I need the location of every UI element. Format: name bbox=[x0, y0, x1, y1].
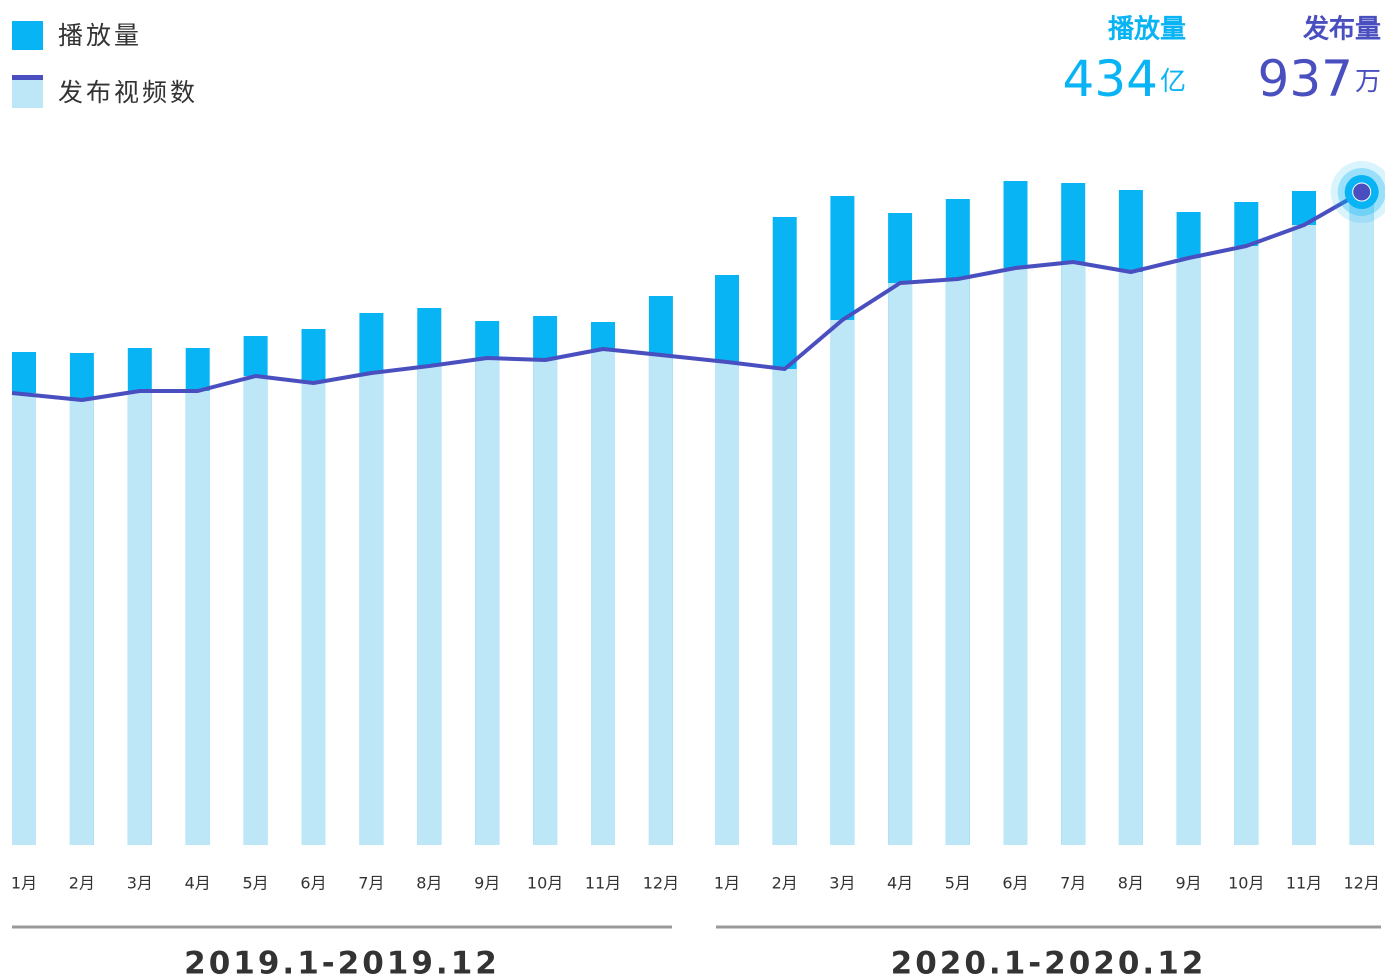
publish-bar bbox=[12, 393, 36, 845]
legend-label: 发布视频数 bbox=[58, 78, 198, 107]
legend-label: 播放量 bbox=[58, 21, 142, 50]
period-label: 2020.1-2020.12 bbox=[891, 946, 1207, 980]
publish-bar bbox=[1003, 268, 1028, 845]
x-tick-label: 3月 bbox=[127, 874, 153, 893]
publish-bar bbox=[648, 355, 673, 845]
x-tick-label: 4月 bbox=[185, 874, 211, 893]
publish-bar bbox=[533, 360, 558, 845]
x-tick-label: 10月 bbox=[527, 874, 563, 893]
x-tick-label: 12月 bbox=[1344, 874, 1380, 893]
publish-bar bbox=[945, 279, 970, 845]
publish-bar bbox=[1118, 272, 1143, 845]
publish-line bbox=[11, 190, 1363, 402]
x-tick-label: 11月 bbox=[585, 874, 621, 893]
period-label: 2019.1-2019.12 bbox=[184, 946, 500, 980]
publish-bar bbox=[475, 358, 500, 845]
x-tick-label: 11月 bbox=[1286, 874, 1322, 893]
stat-label: 播放量 bbox=[1108, 14, 1186, 45]
x-tick-label: 3月 bbox=[829, 874, 855, 893]
x-tick-label: 6月 bbox=[1002, 874, 1028, 893]
publish-bar bbox=[1292, 225, 1316, 845]
publish-bar bbox=[185, 391, 210, 845]
x-tick-label: 10月 bbox=[1228, 874, 1264, 893]
stat-value: 937万 bbox=[1258, 50, 1381, 108]
publish-bar bbox=[591, 349, 615, 845]
legend-swatch bbox=[12, 21, 43, 50]
x-tick-label: 1月 bbox=[714, 874, 740, 893]
publish-bar bbox=[417, 366, 442, 845]
x-tick-label: 2月 bbox=[69, 874, 95, 893]
x-tick-label: 4月 bbox=[887, 874, 913, 893]
publish-bar bbox=[301, 383, 326, 845]
x-tick-label: 7月 bbox=[1060, 874, 1086, 893]
x-tick-label: 6月 bbox=[300, 874, 326, 893]
publish-bar bbox=[715, 362, 739, 845]
publish-bar bbox=[772, 369, 797, 845]
x-tick-label: 12月 bbox=[643, 874, 679, 893]
x-tick-label: 7月 bbox=[358, 874, 384, 893]
x-tick-label: 5月 bbox=[243, 874, 269, 893]
x-tick-label: 2月 bbox=[772, 874, 798, 893]
x-tick-label: 9月 bbox=[474, 874, 500, 893]
publish-bar bbox=[1061, 262, 1086, 845]
publish-bar bbox=[1234, 246, 1259, 845]
x-tick-label: 5月 bbox=[945, 874, 971, 893]
x-tick-label: 8月 bbox=[1118, 874, 1144, 893]
x-tick-label: 8月 bbox=[416, 874, 442, 893]
publish-bar bbox=[830, 320, 855, 845]
x-tick-label: 1月 bbox=[11, 874, 37, 893]
publish-bar bbox=[1349, 192, 1374, 845]
legend-swatch bbox=[12, 75, 43, 80]
stat-unit: 亿 bbox=[1160, 67, 1186, 97]
legend-swatch bbox=[12, 79, 43, 108]
publish-bar bbox=[1176, 258, 1201, 845]
stat-number: 434 bbox=[1063, 50, 1158, 108]
stat-label: 发布量 bbox=[1302, 14, 1381, 45]
publish-bar bbox=[359, 373, 384, 845]
publish-bar bbox=[888, 283, 913, 845]
x-tick-label: 9月 bbox=[1176, 874, 1202, 893]
stat-unit: 万 bbox=[1355, 67, 1381, 97]
highlight-point bbox=[1352, 182, 1372, 202]
publish-bar bbox=[243, 376, 268, 845]
stat-value: 434亿 bbox=[1063, 50, 1186, 108]
publish-bar bbox=[127, 391, 152, 845]
stat-number: 937 bbox=[1258, 50, 1353, 108]
publish-bar bbox=[69, 400, 94, 845]
